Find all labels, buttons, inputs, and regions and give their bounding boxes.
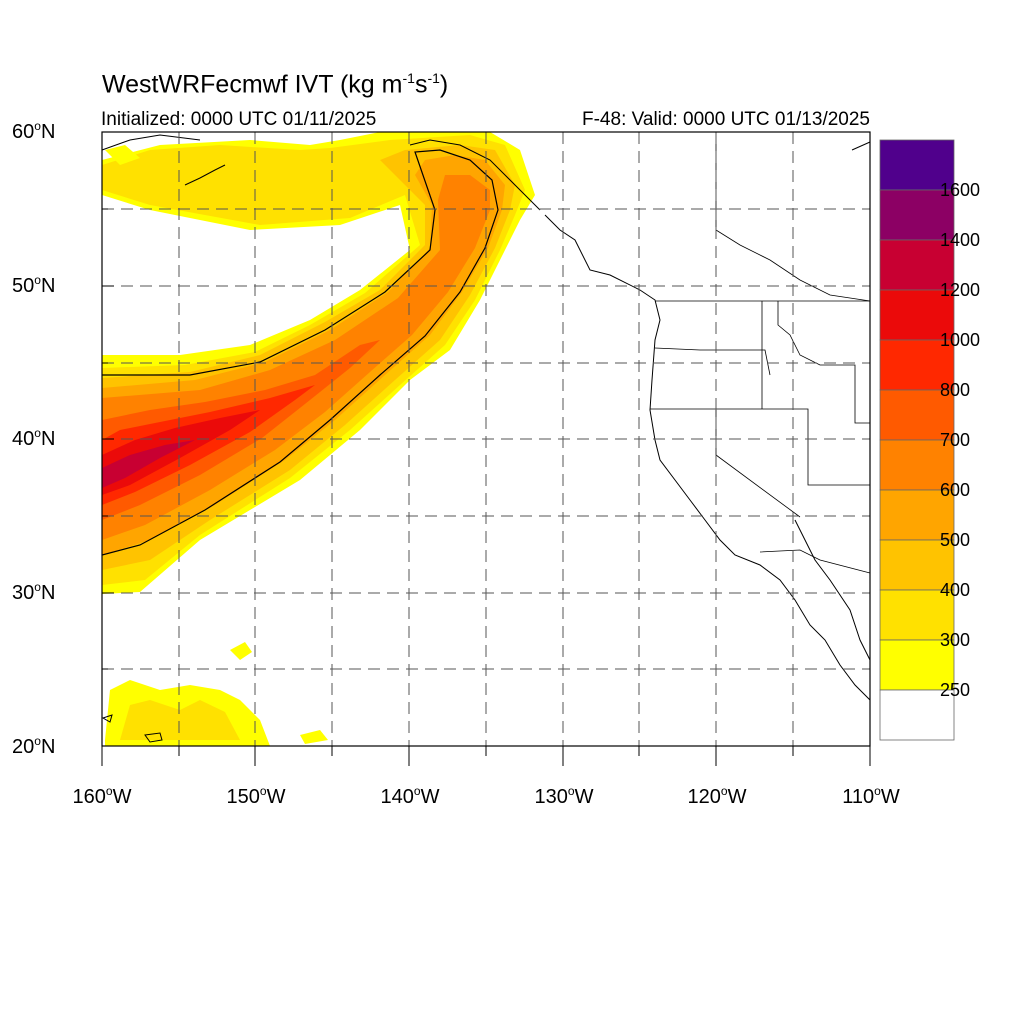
colorbar-label-600: 600 [940,480,971,500]
coastline-hawaii [101,714,163,743]
coastline-west-us [544,214,871,701]
ivt-1200-shade [102,440,195,488]
colorbar-label-700: 700 [940,430,971,450]
colorbar-swatch [879,439,955,491]
axis-ticks [101,131,871,766]
ivt-blob-small-2 [300,730,328,744]
coastline-alaska-north [101,134,201,151]
colorbar-swatch [879,239,955,291]
colorbar-swatch [879,689,955,741]
colorbar [879,139,955,741]
coastline-alaska-pen [184,164,226,186]
lon-label-140w: 140oW [380,784,440,808]
ivt-blob-south-inner [120,700,240,740]
border-us-mexico [759,549,871,574]
ivt-1000-shade [102,410,260,495]
colorbar-label-500: 500 [940,530,971,550]
lon-label-150w: 150oW [226,784,286,808]
colorbar-swatch [879,139,955,191]
coastline-baja [794,519,871,661]
ivt-blob-gulf [105,145,140,165]
lat-label-20: 20oN [12,734,56,758]
colorbar-swatch [879,589,955,641]
colorbar-label-1600: 1600 [940,180,981,200]
colorbar-swatch [879,389,955,441]
lat-label-50: 50oN [12,273,56,297]
ivt-blob-small [230,642,252,660]
colorbar-label-250: 250 [940,680,971,700]
border-id [761,301,870,424]
lat-label-60: 60oN [12,119,56,143]
graticule [102,132,870,746]
ivt-contour-line [102,149,499,556]
colorbar-label-400: 400 [940,580,971,600]
colorbar-label-300: 300 [940,630,971,650]
colorbar-swatch [879,539,955,591]
valid-time-label: F-48: Valid: 0000 UTC 01/13/2025 [582,109,870,130]
political-borders [650,132,871,574]
colorbar-label-800: 800 [940,380,971,400]
colorbar-swatch [879,489,955,541]
colorbar-label-1000: 1000 [940,330,981,350]
colorbar-label-1200: 1200 [940,280,981,300]
lat-label-30: 30oN [12,580,56,604]
coastlines [101,134,871,743]
colorbar-swatch [879,339,955,391]
colorbar-swatch [879,189,955,241]
lon-label-120w: 120oW [687,784,747,808]
ivt-800-shade [102,385,315,505]
lon-label-110w: 110oW [842,784,900,808]
border-ca-nv [715,409,801,518]
colorbar-swatch [879,639,955,691]
lon-label-130w: 130oW [534,784,594,808]
map-title: WestWRFecmwf IVT (kg m-1s-1) [102,70,449,99]
border-or-ca [650,408,870,486]
coastline-alaska [409,139,541,211]
coastline-bc-ne [851,141,871,151]
lat-label-40: 40oN [12,426,56,450]
lon-label-160w: 160oW [72,784,132,808]
border-wa-or [654,347,771,376]
initialized-label: Initialized: 0000 UTC 01/11/2025 [101,109,377,130]
colorbar-label-1400: 1400 [940,230,981,250]
